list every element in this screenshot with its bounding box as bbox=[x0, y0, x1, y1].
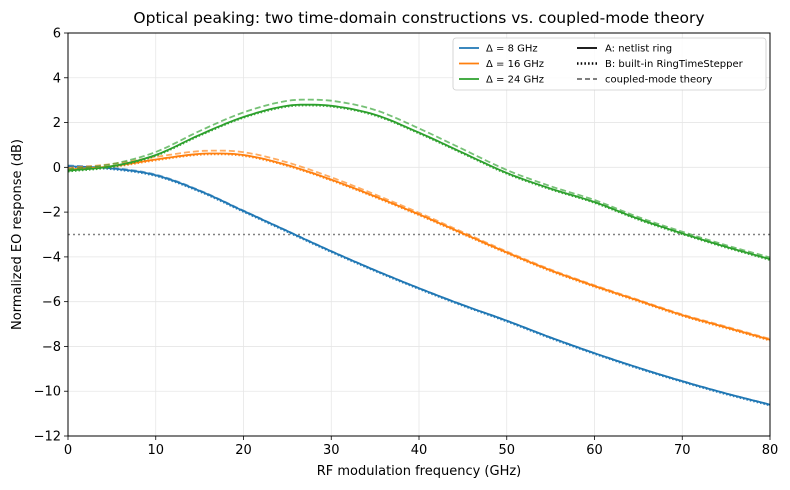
grid bbox=[67, 32, 771, 437]
y-tick-label: 0 bbox=[53, 161, 61, 176]
legend-label-series-3: Δ = 24 GHz bbox=[486, 75, 544, 86]
x-tick-label: 10 bbox=[147, 443, 164, 458]
x-tick-label: 80 bbox=[762, 443, 779, 458]
y-axis-title: Normalized EO response (dB) bbox=[10, 139, 25, 330]
chart-title: Optical peaking: two time-domain constru… bbox=[133, 9, 704, 27]
x-tick-label: 0 bbox=[64, 443, 72, 458]
series-3-theory-line bbox=[67, 98, 771, 259]
legend: Δ = 8 GHz Δ = 16 GHz Δ = 24 GHz A: netlist … bbox=[452, 37, 767, 91]
series-1-netlist-line bbox=[67, 165, 771, 406]
y-tick-label: −6 bbox=[42, 295, 61, 310]
series-1 bbox=[67, 164, 771, 407]
y-tick-label: −2 bbox=[42, 206, 61, 221]
y-tick-label: −8 bbox=[42, 340, 61, 355]
legend-label-series-2: Δ = 16 GHz bbox=[486, 59, 544, 70]
y-tick-label: 2 bbox=[53, 116, 61, 131]
legend-label-series-1: Δ = 8 GHz bbox=[486, 44, 538, 55]
y-tick-label: −4 bbox=[42, 250, 61, 265]
y-tick-label: 4 bbox=[53, 71, 61, 86]
series-layer bbox=[67, 98, 771, 407]
y-tick-label: −10 bbox=[34, 385, 61, 400]
x-tick-label: 60 bbox=[586, 443, 603, 458]
ticks: 0 10 20 30 40 50 60 70 80 −12 −10 −8 −6 −4 −2 0 2 4 6 bbox=[34, 27, 779, 459]
y-tick-label: −12 bbox=[34, 430, 61, 445]
series-3 bbox=[67, 98, 771, 261]
x-axis-title: RF modulation frequency (GHz) bbox=[317, 464, 522, 479]
x-tick-label: 20 bbox=[235, 443, 252, 458]
legend-label-style-dotted: B: built-in RingTimeStepper bbox=[605, 59, 744, 70]
legend-box bbox=[452, 37, 767, 91]
series-2-netlist-line bbox=[67, 152, 771, 341]
y-tick-label: 6 bbox=[53, 27, 61, 42]
series-2 bbox=[67, 149, 771, 342]
x-tick-label: 40 bbox=[411, 443, 428, 458]
legend-label-style-solid: A: netlist ring bbox=[605, 44, 672, 55]
x-tick-label: 50 bbox=[498, 443, 515, 458]
series-3-netlist-line bbox=[67, 103, 771, 260]
x-tick-label: 70 bbox=[674, 443, 691, 458]
x-tick-label: 30 bbox=[323, 443, 340, 458]
legend-label-style-dashed: coupled-mode theory bbox=[605, 75, 712, 86]
